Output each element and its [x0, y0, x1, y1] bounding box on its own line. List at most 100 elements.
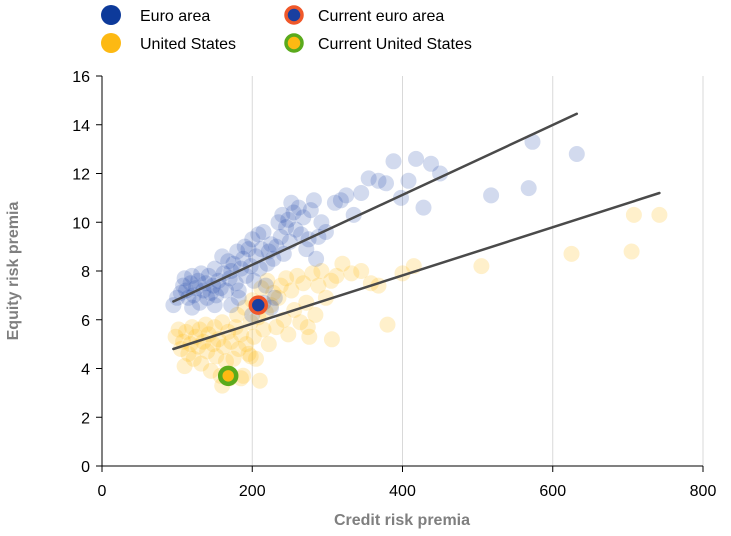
- euro-area-point: [257, 277, 274, 294]
- united-states-point: [323, 272, 340, 289]
- euro-area-point: [193, 265, 210, 282]
- euro-area-point: [227, 275, 244, 292]
- euro-area-point: [274, 206, 291, 223]
- united-states-point: [343, 265, 360, 282]
- euro-area-point: [206, 297, 223, 314]
- united-states-point: [238, 336, 255, 353]
- legend: Euro area Current euro area United States C…: [101, 5, 472, 53]
- euro-area-point: [251, 260, 268, 277]
- euro-area-point: [423, 155, 439, 172]
- united-states-point: [230, 341, 247, 357]
- united-states-point: [265, 284, 282, 301]
- united-states-point: [215, 338, 232, 355]
- united-states-point: [214, 314, 231, 331]
- euro-area-point: [305, 192, 322, 209]
- euro-area-point: [176, 270, 193, 287]
- euro-area-point: [415, 199, 432, 216]
- y-tick-label: 0: [81, 459, 90, 476]
- united-states-point: [218, 353, 234, 370]
- euro-area-point: [208, 287, 225, 304]
- united-states-point: [323, 331, 340, 348]
- united-states-point: [233, 326, 249, 343]
- united-states-point: [197, 316, 214, 333]
- united-states-point: [178, 323, 195, 340]
- euro-area-point: [270, 214, 287, 231]
- euro-area-point: [199, 289, 216, 306]
- euro-area-point: [190, 272, 207, 289]
- x-axis-title: Credit risk premia: [334, 512, 470, 529]
- euro-area-point: [218, 282, 234, 299]
- euro-area-point: [313, 214, 330, 231]
- trend-lines: [172, 112, 661, 351]
- united-states-point: [625, 206, 642, 223]
- x-tick-label: 800: [690, 483, 717, 500]
- euro-area-point: [353, 185, 370, 201]
- euro-area-point: [385, 153, 402, 170]
- euro-area-point: [202, 284, 219, 301]
- euro-area-point: [272, 228, 289, 245]
- euro-area-point: [290, 199, 307, 216]
- euro-area-point: [378, 175, 394, 192]
- euro-area-point: [520, 180, 537, 197]
- y-tick-label: 12: [72, 167, 90, 184]
- united-states-point: [272, 277, 289, 294]
- united-states-point: [242, 348, 259, 365]
- euro-area-point: [250, 226, 267, 243]
- euro-area-point: [295, 209, 312, 226]
- euro-area-point: [283, 194, 300, 211]
- euro-area-trendline: [172, 112, 579, 303]
- euro-area-point: [212, 280, 229, 297]
- united-states-point: [180, 345, 197, 362]
- united-states-point: [240, 345, 257, 362]
- united-states-point: [225, 350, 242, 367]
- euro-area-point: [308, 250, 325, 267]
- united-states-point: [270, 289, 287, 306]
- united-states-point: [191, 321, 208, 338]
- data-points: [165, 133, 668, 394]
- united-states-point: [379, 316, 396, 333]
- united-states-point: [193, 355, 210, 372]
- united-states-point: [473, 258, 490, 275]
- united-states-point: [328, 267, 345, 284]
- euro-area-point: [298, 241, 315, 258]
- euro-area-point: [182, 275, 199, 292]
- united-states-point: [289, 267, 306, 284]
- united-states-point: [223, 333, 240, 350]
- current-united-states-point: [217, 365, 239, 387]
- y-tick-label: 10: [72, 215, 90, 232]
- legend-label-current-united-states: Current United States: [318, 36, 472, 53]
- legend-label-current-euro-area: Current euro area: [318, 8, 444, 25]
- united-states-point: [307, 306, 324, 323]
- euro-area-point: [165, 297, 182, 314]
- united-states-point: [268, 319, 285, 336]
- legend-label-united-states: United States: [140, 36, 236, 53]
- united-states-point: [283, 282, 300, 299]
- united-states-point: [292, 314, 309, 331]
- euro-area-point: [175, 277, 192, 294]
- y-tick-label: 16: [72, 69, 90, 86]
- euro-area-point: [225, 255, 242, 272]
- euro-area-point: [285, 204, 302, 221]
- euro-area-point: [235, 250, 252, 267]
- euro-area-point: [326, 194, 343, 211]
- euro-area-point: [524, 133, 541, 150]
- euro-area-point: [236, 238, 253, 255]
- united-states-point: [206, 319, 223, 336]
- united-states-point: [623, 243, 640, 260]
- euro-area-point: [206, 260, 223, 277]
- euro-area-point: [223, 263, 240, 279]
- united-states-trendline: [172, 191, 661, 351]
- united-states-point: [205, 336, 222, 353]
- united-states-point: [199, 343, 216, 360]
- euro-area-point: [184, 267, 201, 284]
- legend-marker-current-euro-area: [284, 5, 304, 25]
- current-points: [217, 295, 269, 387]
- euro-area-point: [200, 267, 217, 284]
- united-states-point: [170, 321, 187, 338]
- euro-area-point: [263, 236, 279, 253]
- united-states-point: [167, 328, 184, 345]
- x-tick-label: 0: [98, 483, 107, 500]
- united-states-point: [563, 245, 580, 262]
- euro-area-point: [302, 202, 319, 219]
